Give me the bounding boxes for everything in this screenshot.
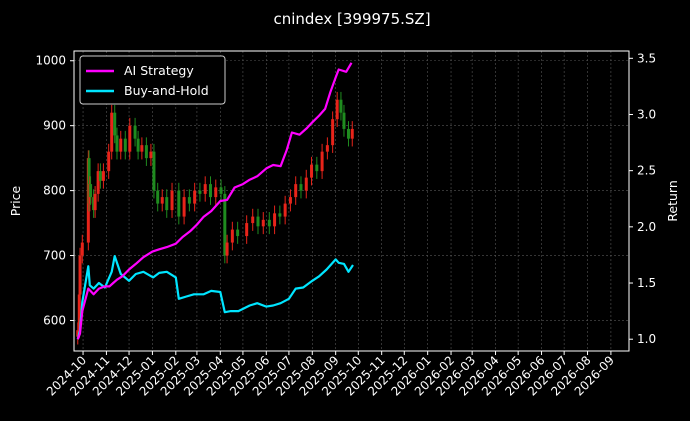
candle-body — [230, 229, 234, 243]
candle-body — [76, 330, 80, 337]
y-left-tick-label: 1000 — [35, 54, 66, 68]
y-axis-left-label: Price — [8, 185, 23, 216]
candle-body — [236, 229, 240, 237]
y-axis-right: 1.0 1.5 2.0 2.5 3.0 3.5 — [629, 51, 656, 346]
candle-body — [177, 190, 181, 217]
candle-body — [110, 112, 114, 152]
candle-body — [208, 184, 212, 198]
candle-body — [93, 193, 97, 211]
y-right-tick-label: 2.5 — [637, 164, 656, 178]
y-left-tick-label: 900 — [43, 119, 66, 133]
candle-body — [315, 164, 319, 172]
candle-body — [152, 151, 156, 191]
candle-body — [144, 145, 148, 159]
candle-body — [245, 223, 249, 237]
candle-body — [96, 171, 100, 194]
y-right-tick-label: 3.0 — [637, 107, 656, 121]
y-axis-right-label: Return — [665, 180, 680, 221]
candle-body — [339, 99, 343, 113]
candle-body — [128, 125, 132, 152]
candle-body — [119, 138, 123, 152]
candle-body — [160, 197, 164, 204]
candle-body — [113, 112, 117, 136]
candle-body — [87, 158, 91, 204]
candle-body — [219, 187, 223, 194]
candle-body — [140, 145, 144, 152]
candle-body — [115, 135, 119, 152]
candle-body — [225, 242, 229, 256]
candle-body — [283, 203, 287, 217]
candle-body — [165, 197, 169, 211]
plot-area-frame — [73, 50, 630, 352]
series-lines — [76, 62, 354, 340]
series-line-ai-strategy — [76, 62, 353, 340]
candle-body — [299, 184, 303, 191]
candle-body — [78, 255, 82, 295]
candle-body — [310, 164, 314, 178]
candle-body — [133, 125, 137, 139]
candle-body — [223, 193, 227, 256]
candle-body — [273, 213, 277, 227]
candle-body — [77, 294, 81, 331]
y-right-tick-label: 1.5 — [637, 276, 656, 290]
candle-body — [101, 171, 105, 181]
candle-body — [187, 197, 191, 204]
legend-label-buy-and-hold: Buy-and-Hold — [124, 83, 209, 98]
y-left-tick-label: 800 — [43, 184, 66, 198]
candle-body — [346, 128, 350, 139]
candle-body — [92, 197, 96, 211]
legend-box — [79, 55, 226, 105]
legend-label-ai-strategy: AI Strategy — [124, 63, 194, 78]
candles — [76, 91, 354, 345]
candle-body — [342, 112, 346, 129]
candle-body — [136, 138, 140, 152]
candle-body — [350, 128, 354, 139]
candle-body — [107, 151, 111, 172]
y-axis-left: 600 700 800 900 1000 — [35, 54, 74, 327]
candle-body — [214, 187, 218, 198]
candle-body — [123, 138, 127, 152]
candle-body — [335, 99, 339, 120]
candle-body — [267, 219, 271, 227]
y-right-tick-label: 2.0 — [637, 220, 656, 234]
candle-body — [261, 219, 265, 227]
y-left-tick-label: 700 — [43, 249, 66, 263]
candle-body — [182, 197, 186, 217]
chart-title: cnindex [399975.SZ] — [273, 10, 430, 28]
candle-body — [256, 216, 260, 227]
candle-body — [170, 190, 174, 211]
legend: AI Strategy Buy-and-Hold — [79, 55, 226, 105]
candle-body — [251, 216, 255, 224]
candle-body — [294, 184, 298, 198]
candle-body — [278, 213, 282, 217]
y-left-tick-label: 600 — [43, 313, 66, 327]
candle-body — [331, 119, 335, 146]
candle-body — [320, 151, 324, 172]
candle-body — [304, 177, 308, 191]
candle-body — [89, 184, 93, 198]
candle-body — [98, 171, 102, 181]
y-right-tick-label: 3.5 — [637, 51, 656, 65]
candle-body — [198, 190, 202, 194]
candle-body — [156, 190, 160, 204]
y-right-tick-label: 1.0 — [637, 332, 656, 346]
candle-body — [149, 151, 153, 159]
candle-body — [203, 184, 207, 194]
candle-body — [80, 242, 84, 256]
candle-body — [325, 145, 329, 152]
candle-body — [288, 197, 292, 204]
candle-body — [193, 190, 197, 204]
